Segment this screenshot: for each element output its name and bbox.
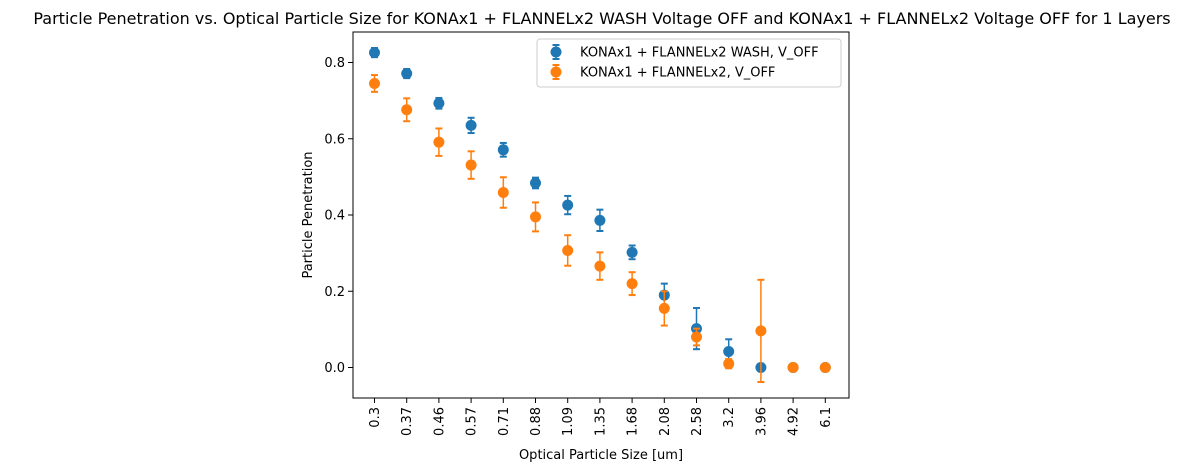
x-tick-label: 0.46: [432, 407, 447, 436]
x-axis-label: Optical Particle Size [um]: [519, 448, 683, 463]
x-tick-label: 0.3: [368, 407, 383, 428]
x-tick-label: 1.68: [626, 407, 641, 436]
data-point: [626, 246, 638, 258]
series-layer: [369, 47, 831, 383]
data-point: [691, 331, 702, 343]
data-point: [562, 199, 574, 211]
x-tick-label: 0.57: [465, 407, 480, 436]
data-point: [594, 214, 606, 226]
x-tick-label: 1.35: [593, 407, 608, 436]
y-tick-label: 0.0: [324, 361, 345, 376]
y-tick-label: 0.2: [324, 285, 345, 300]
data-point: [401, 104, 413, 116]
data-point: [465, 119, 477, 131]
data-point: [369, 77, 380, 89]
data-point: [658, 302, 670, 314]
x-tick-label: 0.88: [529, 407, 544, 436]
x-tick-label: 2.08: [658, 407, 673, 436]
series-1: [369, 47, 831, 373]
x-tick-label: 6.1: [819, 407, 834, 428]
data-point: [755, 325, 767, 337]
legend: KONAx1 + FLANNELx2 WASH, V_OFF KONAx1 + F…: [536, 38, 842, 88]
data-point: [787, 362, 799, 373]
x-tick-label: 0.37: [400, 407, 415, 436]
x-tick-label: 3.96: [754, 407, 769, 436]
y-tick-label: 0.8: [324, 56, 345, 71]
data-point: [497, 144, 509, 156]
legend-box: [536, 38, 842, 88]
data-point: [819, 362, 831, 373]
data-point: [433, 97, 445, 109]
data-point: [723, 345, 735, 357]
y-tick-label: 0.4: [324, 209, 345, 224]
series-2: [369, 74, 831, 383]
data-point: [465, 159, 477, 171]
data-point: [723, 358, 735, 370]
x-tick-label: 0.71: [497, 407, 512, 436]
x-tick-label: 1.09: [561, 407, 576, 436]
data-point: [530, 211, 541, 223]
data-point: [369, 47, 380, 59]
data-point: [530, 177, 541, 189]
legend-label: KONAx1 + FLANNELx2, V_OFF: [580, 66, 775, 81]
chart-title: Particle Penetration vs. Optical Particl…: [33, 9, 1170, 28]
data-point: [401, 68, 413, 80]
x-axis: 0.3 0.37 0.46 0.57 0.71 0.88 1.09 1.35 1.68 2.08 2…: [368, 398, 834, 436]
data-point: [562, 244, 574, 256]
y-axis: 0.0 0.2 0.4 0.6 0.8: [324, 56, 353, 376]
x-tick-label: 2.58: [690, 407, 705, 436]
data-point: [594, 260, 606, 272]
x-tick-label: 3.2: [722, 407, 737, 428]
y-tick-label: 0.6: [324, 132, 345, 147]
data-point: [626, 278, 638, 290]
legend-label: KONAx1 + FLANNELx2 WASH, V_OFF: [580, 46, 819, 61]
legend-marker: [550, 46, 562, 58]
x-tick-label: 4.92: [787, 407, 802, 436]
data-point: [433, 136, 445, 148]
y-axis-label: Particle Penetration: [301, 151, 316, 278]
legend-marker: [550, 66, 562, 78]
data-point: [497, 187, 509, 199]
